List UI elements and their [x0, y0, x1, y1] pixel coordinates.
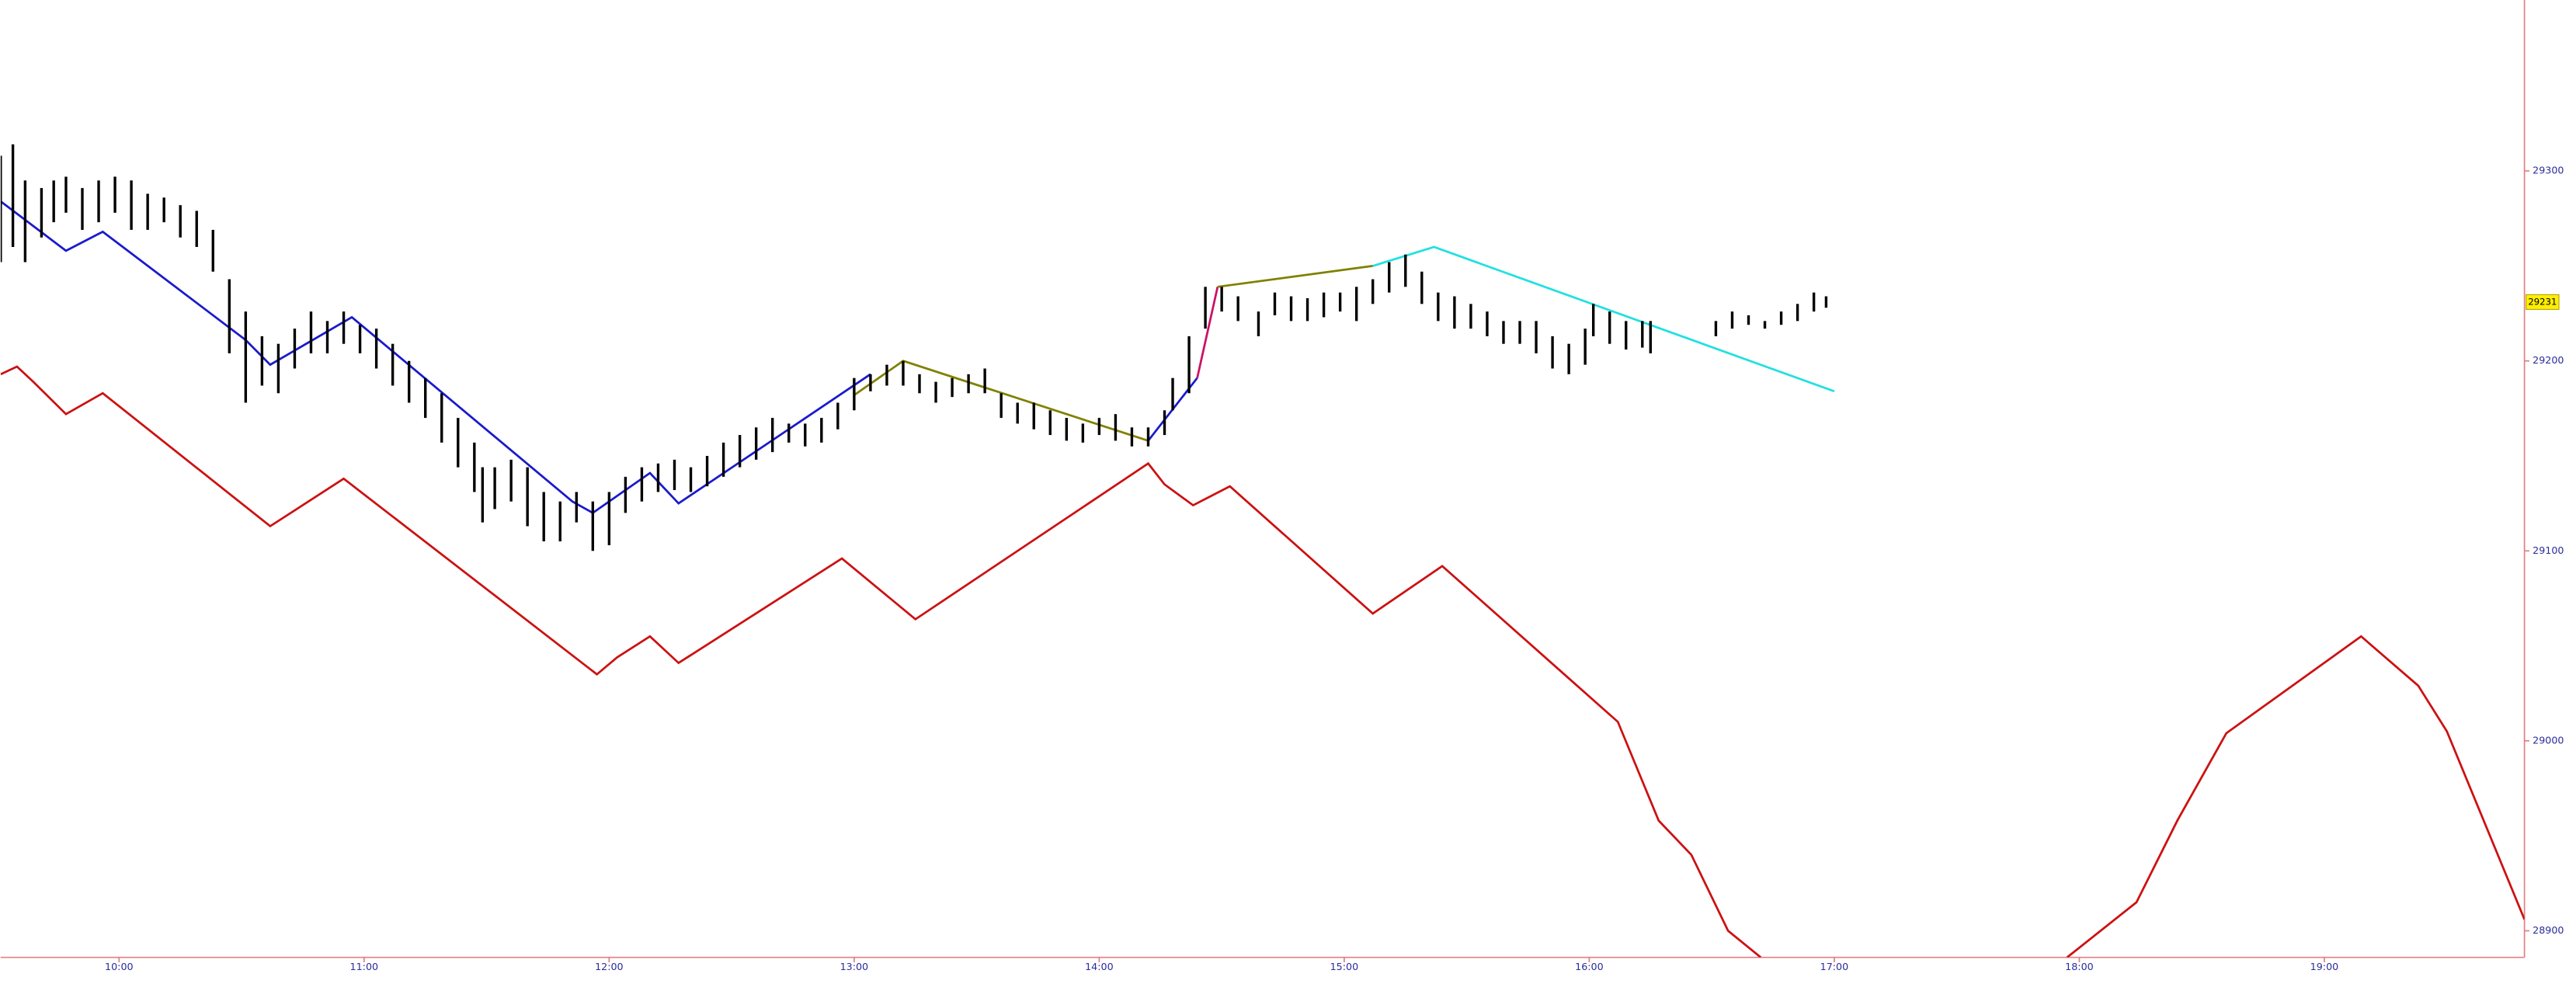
x-tick-label: 16:00 — [1575, 961, 1604, 972]
x-tick-label: 18:00 — [2065, 961, 2094, 972]
x-tick-label: 14:00 — [1085, 961, 1114, 972]
plot-area — [0, 144, 2525, 958]
line-series — [0, 365, 2525, 958]
y-tick-label: 29000 — [2533, 734, 2564, 746]
line-series — [1372, 245, 1835, 393]
y-tick-label: 28900 — [2533, 924, 2564, 936]
x-tick-label: 12:00 — [595, 961, 624, 972]
y-tick-label: 29200 — [2533, 354, 2564, 366]
last-price-box — [2526, 294, 2560, 310]
line-series — [1196, 287, 1219, 379]
x-tick-label: 19:00 — [2310, 961, 2339, 972]
line-series — [0, 200, 871, 514]
x-tick-label: 11:00 — [350, 961, 379, 972]
x-tick-label: 17:00 — [1820, 961, 1849, 972]
y-tick-label: 29300 — [2533, 165, 2564, 176]
y-tick-label: 29100 — [2533, 544, 2564, 556]
x-tick-label: 15:00 — [1330, 961, 1359, 972]
x-tick-label: 13:00 — [840, 961, 869, 972]
x-tick-label: 10:00 — [105, 961, 134, 972]
last-price-label: 29231 — [2528, 296, 2557, 307]
line-series — [1217, 265, 1373, 288]
